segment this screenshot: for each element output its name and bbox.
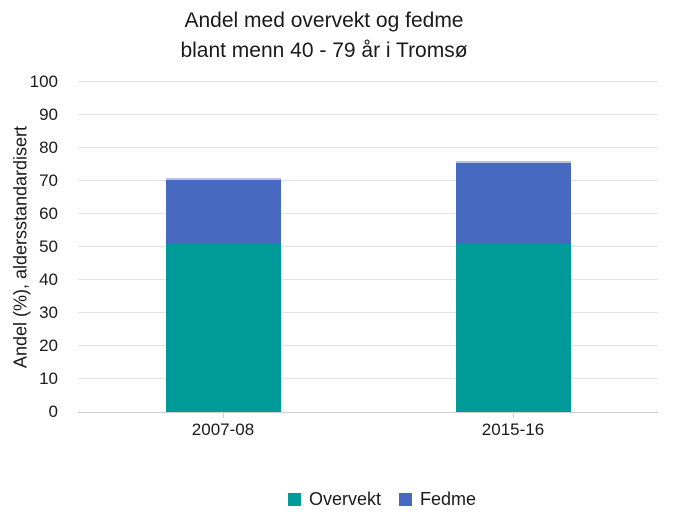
bar-2015-16-segment-overvekt [455,243,571,412]
legend-label-fedme: Fedme [420,489,477,509]
gridline-60 [78,213,658,214]
y-tick-label-30: 30 [39,303,58,322]
chart-title: Andel med overvekt og fedme blant menn 4… [0,6,648,66]
y-tick-label-0: 0 [48,402,58,421]
y-tick-label-90: 90 [39,105,58,124]
x-axis-label-2015-16: 2015-16 [481,420,545,439]
y-tick-label-10: 10 [39,369,58,388]
bar-2007-08-segment-overvekt [165,243,281,412]
y-tick-label-50: 50 [39,237,58,256]
bar-2015-16-segment-fedme [455,161,571,244]
legend-item-fedme: Fedme [399,489,476,510]
plot-area [78,81,658,413]
legend-swatch-fedme-icon [399,493,412,506]
gridline-90 [78,114,658,115]
legend: Overvekt Fedme [91,489,673,510]
gridline-30 [78,312,658,313]
legend-item-overvekt: Overvekt [287,489,381,510]
gridline-100 [78,81,658,82]
bar-2007-08-segment-fedme [165,177,281,244]
y-tick-label-100: 100 [29,72,58,91]
gridline-10 [78,378,658,379]
gridline-40 [78,279,658,280]
y-tick-label-40: 40 [39,270,58,289]
gridline-80 [78,147,658,148]
y-tick-label-70: 70 [39,171,58,190]
chart-title-line1: Andel med overvekt og fedme [184,9,464,32]
x-axis-tick-2015-16 [513,413,514,418]
gridline-50 [78,246,658,247]
gridline-20 [78,345,658,346]
y-tick-label-80: 80 [39,138,58,157]
legend-label-overvekt: Overvekt [308,489,381,509]
x-axis-tick-2007-08 [223,413,224,418]
x-axis-label-2007-08: 2007-08 [191,420,255,439]
legend-swatch-overvekt-icon [287,493,301,506]
y-tick-label-60: 60 [39,204,58,223]
chart-title-line2: blant menn 40 - 79 år i Tromsø [180,39,468,62]
y-tick-label-20: 20 [39,336,58,355]
gridline-70 [78,180,658,181]
